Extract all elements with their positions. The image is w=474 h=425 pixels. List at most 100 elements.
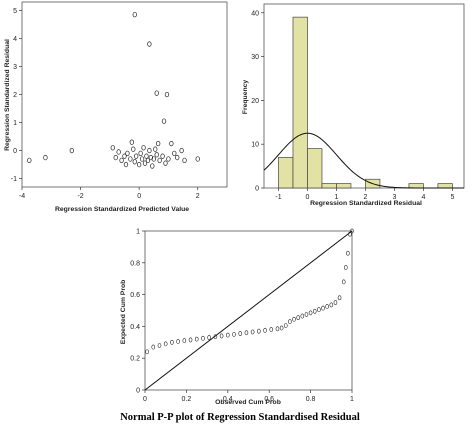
scatter-point [160, 153, 165, 159]
scatter-point [164, 91, 170, 98]
scatter-point [132, 11, 137, 18]
scatter-point [166, 156, 171, 162]
plot1-x-tick-label: 0 [137, 193, 141, 200]
plot3-ylabel: Expected Cum Prob [120, 280, 127, 345]
pp-point [308, 310, 313, 316]
plot3-y-tick-label: 0.2 [130, 356, 140, 363]
residual-histogram: Regression Standardized Residual Frequen… [242, 3, 465, 207]
pp-point [321, 305, 325, 311]
pp-point [163, 341, 168, 347]
scatter-point [27, 157, 32, 164]
plot1-y-tick-label: 4 [13, 36, 17, 43]
plot2-ylabel: Frequency [242, 80, 249, 115]
plot3-y-tick-label: 0.6 [130, 292, 140, 299]
scatter-point [169, 140, 174, 147]
scatter-point [157, 157, 162, 164]
scatter-point [175, 154, 180, 161]
plot2-x-tick-label: 0 [306, 194, 310, 201]
scatter-point [119, 157, 124, 164]
plot2-x-tick-label: 1 [335, 194, 339, 201]
plot1-x-tick-label: 2 [196, 193, 200, 200]
scatter-point [172, 150, 177, 157]
plot3-x-tick-label: 0.2 [182, 396, 192, 403]
plot1-y-tick-label: 0 [13, 148, 17, 155]
plot1-y-tick-label: 3 [13, 64, 17, 71]
pp-point [238, 331, 243, 336]
scatter-point [110, 145, 115, 151]
pp-point [304, 312, 309, 317]
scatter-point [141, 145, 146, 151]
pp-point [157, 343, 162, 348]
scatter-point [150, 163, 155, 169]
scatter-point [195, 156, 200, 162]
pp-point [207, 335, 211, 340]
plot1-y-tick-label: 5 [13, 8, 17, 15]
pp-point [263, 327, 267, 333]
histogram-bar [437, 183, 453, 189]
plot3-x-tick-label: 0 [143, 396, 147, 403]
scatter-point [179, 147, 184, 154]
pp-point [283, 323, 288, 329]
pp-point [257, 328, 261, 334]
residual-scatter-plot: Regression Standardized Predicted Value … [4, 1, 228, 213]
pp-point [350, 228, 354, 234]
pp-point [312, 308, 317, 314]
pp-point [292, 316, 296, 322]
pp-point [269, 327, 274, 332]
plot1-y-tick-label: -1 [11, 176, 17, 183]
plot2-y-tick-label: 20 [251, 98, 259, 105]
plot3-y-tick-label: 0 [136, 388, 140, 395]
pp-point [226, 332, 230, 338]
pp-point [325, 304, 329, 309]
plot1-x-tick-label: -4 [19, 193, 25, 200]
pp-point [279, 325, 284, 331]
scatter-point [139, 156, 145, 162]
histogram-bar [307, 148, 323, 189]
plot1-x-tick-label: -2 [77, 193, 83, 200]
pp-point [343, 265, 348, 270]
pp-point [194, 336, 199, 342]
plot3-x-tick-label: 0.8 [306, 396, 316, 403]
plot2-x-tick-label: -1 [275, 194, 281, 201]
scatter-point [128, 156, 133, 162]
histogram-bar [336, 183, 352, 189]
histogram-bar [292, 16, 308, 189]
scatter-point [151, 156, 156, 162]
pp-point [333, 300, 338, 305]
pp-point [337, 295, 342, 301]
pp-point [232, 331, 236, 337]
histogram-bar [278, 156, 294, 189]
scatter-point [142, 160, 148, 166]
scatter-point [113, 154, 118, 161]
scatter-point [134, 153, 139, 159]
scatter-point [136, 161, 142, 168]
plot3-y-tick-label: 0.4 [130, 324, 140, 331]
pp-point [151, 344, 156, 350]
scatter-point [156, 140, 161, 147]
scatter-point [154, 90, 159, 96]
pp-point [170, 339, 174, 345]
pp-point [250, 329, 255, 335]
plot2-frame [263, 3, 465, 189]
scatter-point [148, 154, 154, 161]
pp-point [201, 335, 205, 341]
plot3-frame [144, 230, 353, 391]
normal-curve [263, 132, 464, 189]
pp-point [296, 315, 300, 321]
histogram-bar [408, 183, 424, 189]
scatter-point [163, 160, 168, 166]
pp-point [213, 334, 218, 340]
plot3-x-tick-label: 0.4 [223, 396, 233, 403]
plot3-y-tick-label: 0.8 [130, 260, 140, 267]
reference-diagonal-line [144, 230, 353, 391]
figure-caption: Normal P-P plot of Regression Standardis… [120, 412, 360, 423]
scatter-point [182, 157, 187, 164]
plot1-y-tick-label: 1 [13, 120, 17, 127]
plot1-y-tick-label: 2 [13, 92, 17, 99]
scatter-point [132, 159, 137, 165]
pp-point [317, 307, 321, 313]
pp-point [176, 339, 180, 344]
scatter-point [125, 150, 130, 157]
pp-point [348, 231, 352, 237]
pp-point [346, 250, 350, 256]
